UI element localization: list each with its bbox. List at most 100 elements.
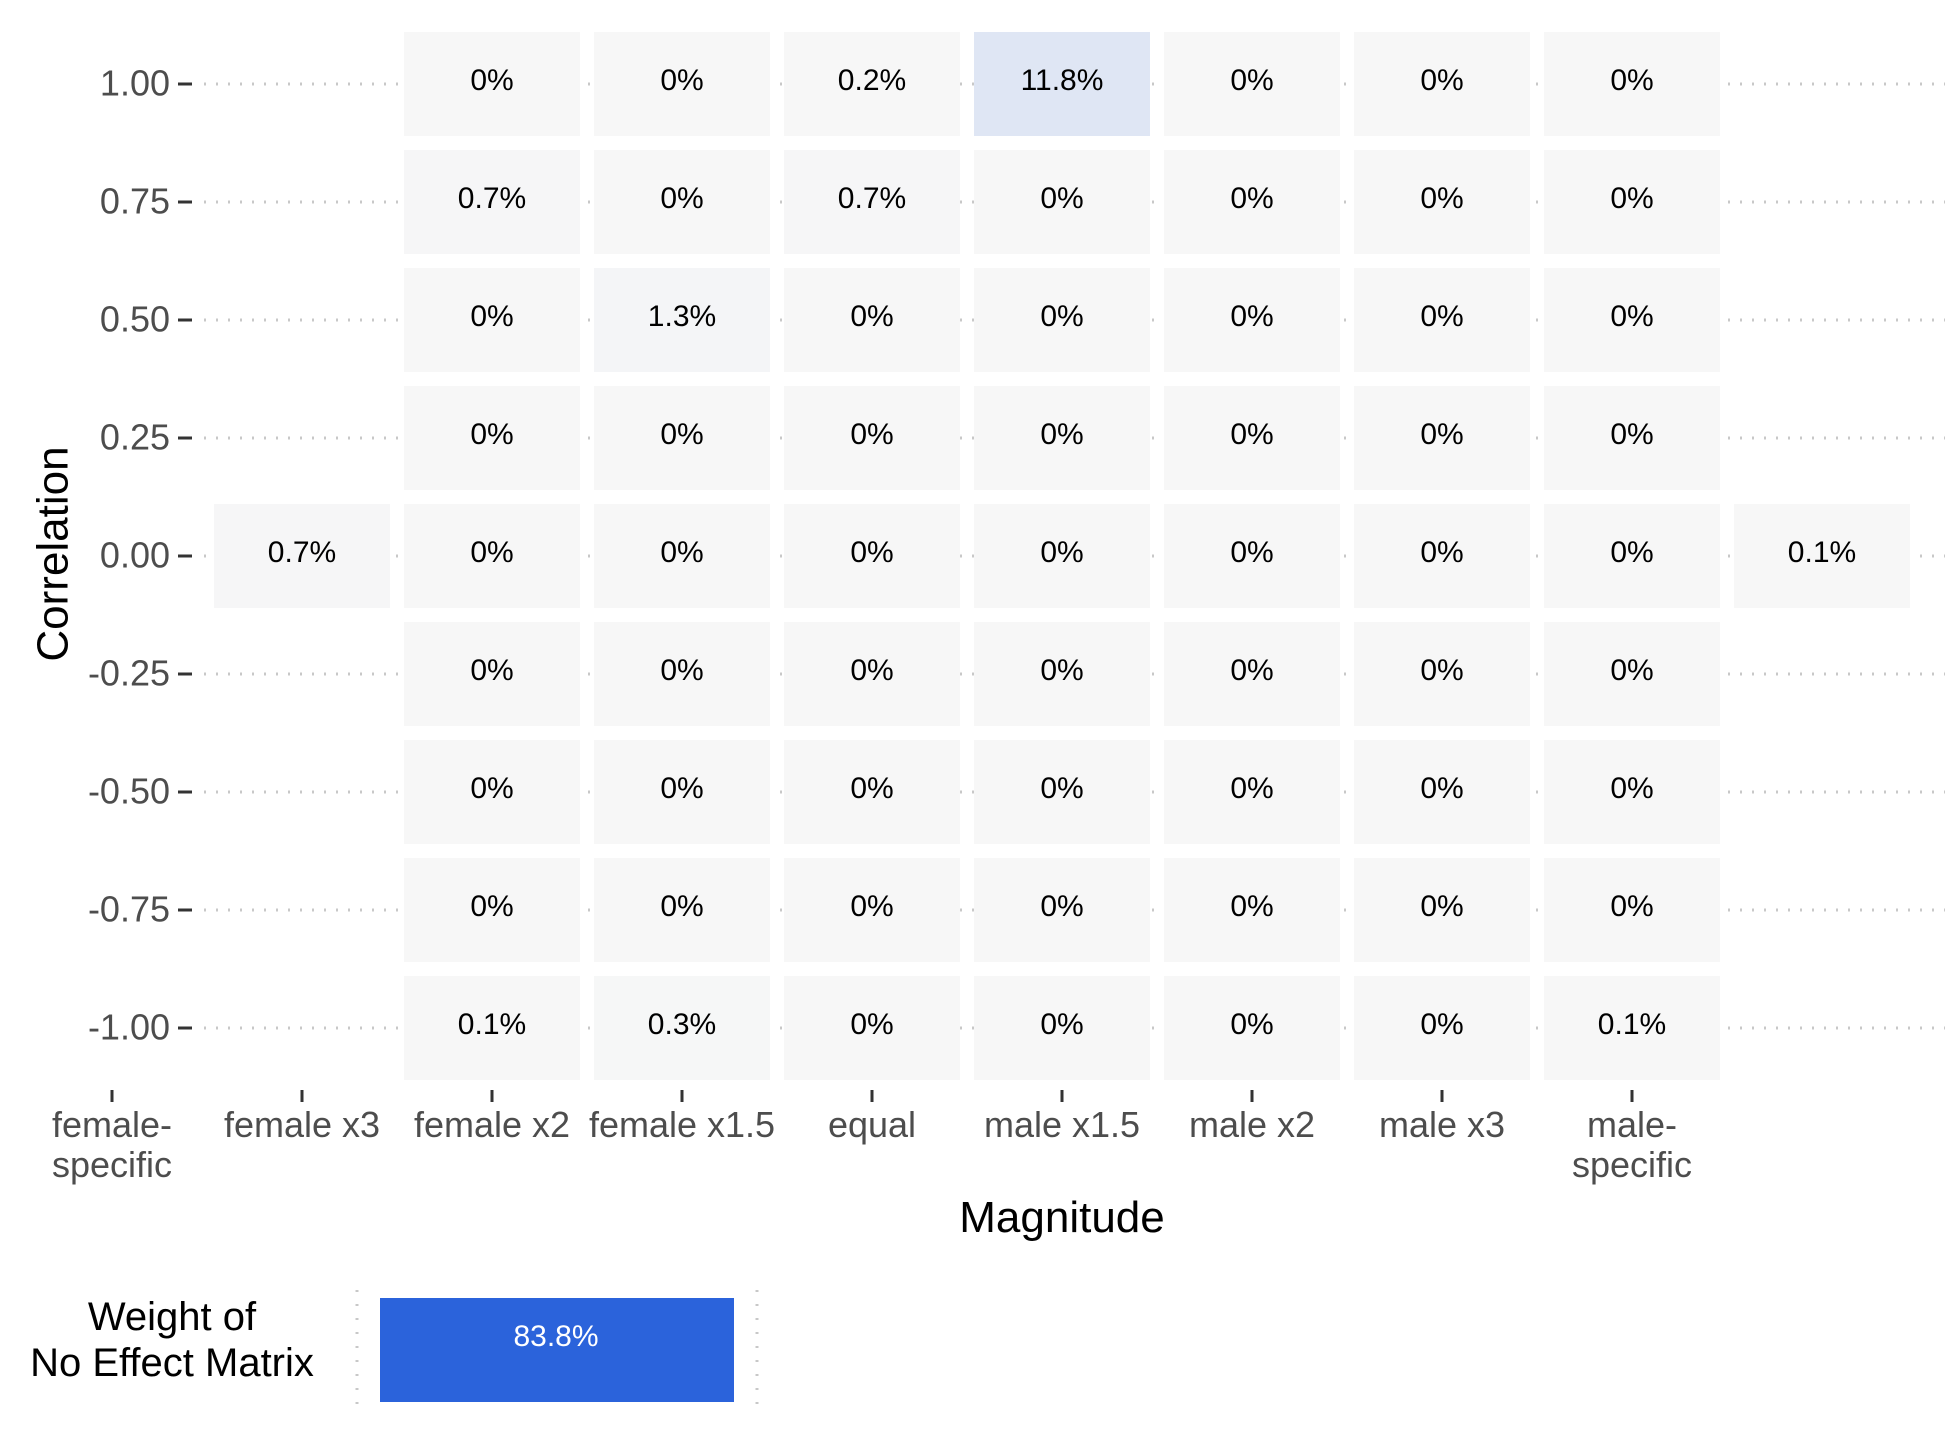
heatmap-cell bbox=[974, 740, 1150, 844]
heatmap-cell bbox=[594, 386, 770, 490]
cell-label: 0% bbox=[1610, 418, 1653, 451]
cell-label: 0% bbox=[1040, 300, 1083, 333]
x-tick-label: female-specific bbox=[52, 1104, 172, 1185]
y-tick-label: -1.00 bbox=[88, 1007, 170, 1048]
cell-label: 0% bbox=[1610, 890, 1653, 923]
cell-label: 0% bbox=[660, 418, 703, 451]
cell-label: 0% bbox=[1420, 182, 1463, 215]
heatmap-cell bbox=[974, 32, 1150, 136]
y-tick-label: -0.25 bbox=[88, 653, 170, 694]
x-tick-label-line: female x1.5 bbox=[589, 1104, 775, 1145]
heatmap-cell bbox=[974, 976, 1150, 1080]
y-axis-title: Correlation bbox=[29, 446, 78, 661]
heatmap-cell bbox=[974, 386, 1150, 490]
weight-cell-label: 83.8% bbox=[513, 1320, 598, 1353]
x-tick-label-line: male- bbox=[1587, 1104, 1677, 1145]
cell-label: 0% bbox=[1230, 654, 1273, 687]
heatmap-cell bbox=[594, 740, 770, 844]
heatmap-cell bbox=[784, 268, 960, 372]
heatmap-cell bbox=[404, 150, 580, 254]
heatmap-cell bbox=[404, 386, 580, 490]
cell-label: 0% bbox=[1420, 890, 1463, 923]
y-tick-label: 0.50 bbox=[100, 299, 170, 340]
heatmap-cell bbox=[594, 268, 770, 372]
heatmap-cell bbox=[1164, 740, 1340, 844]
heatmap-cell bbox=[404, 740, 580, 844]
cell-label: 0% bbox=[1230, 64, 1273, 97]
x-tick-label-line: male x2 bbox=[1189, 1104, 1315, 1145]
cell-label: 0% bbox=[1040, 536, 1083, 569]
heatmap-cell bbox=[784, 504, 960, 608]
heatmap-cell bbox=[1164, 858, 1340, 962]
cell-label: 0.1% bbox=[458, 1008, 526, 1041]
cell-label: 0% bbox=[1230, 300, 1273, 333]
heatmap-cell bbox=[1544, 150, 1720, 254]
cell-label: 0% bbox=[850, 1008, 893, 1041]
heatmap-cell bbox=[594, 858, 770, 962]
x-tick-label: female x2 bbox=[414, 1104, 570, 1145]
cell-label: 0% bbox=[660, 182, 703, 215]
cell-label: 0.1% bbox=[1598, 1008, 1666, 1041]
heatmap-cell bbox=[1354, 740, 1530, 844]
heatmap-cell bbox=[404, 32, 580, 136]
y-tick-label: -0.75 bbox=[88, 889, 170, 930]
weight-row-label-line: Weight of bbox=[88, 1295, 257, 1339]
cell-label: 0% bbox=[470, 300, 513, 333]
x-tick-label: male x2 bbox=[1189, 1104, 1315, 1145]
cell-label: 0% bbox=[1610, 772, 1653, 805]
cell-label: 0% bbox=[850, 536, 893, 569]
cell-label: 0.2% bbox=[838, 64, 906, 97]
cell-label: 0% bbox=[1610, 182, 1653, 215]
x-tick-label: female x3 bbox=[224, 1104, 380, 1145]
cell-label: 0% bbox=[470, 890, 513, 923]
heatmap-cell bbox=[784, 150, 960, 254]
heatmap-cell bbox=[1164, 386, 1340, 490]
heatmap-cell bbox=[1164, 150, 1340, 254]
heatmap-cell bbox=[1354, 150, 1530, 254]
cell-label: 0% bbox=[850, 654, 893, 687]
cell-label: 0% bbox=[1420, 64, 1463, 97]
heatmap-cell bbox=[1544, 622, 1720, 726]
cell-label: 0% bbox=[1040, 1008, 1083, 1041]
cell-label: 0% bbox=[1610, 654, 1653, 687]
heatmap-cell bbox=[404, 504, 580, 608]
x-tick-label-line: equal bbox=[828, 1104, 916, 1145]
cell-label: 0% bbox=[1610, 300, 1653, 333]
cell-label: 0% bbox=[1040, 890, 1083, 923]
cell-label: 0% bbox=[470, 536, 513, 569]
cell-label: 0% bbox=[1040, 418, 1083, 451]
cell-label: 0.7% bbox=[268, 536, 336, 569]
heatmap-cell bbox=[1544, 386, 1720, 490]
y-tick-label: 1.00 bbox=[100, 63, 170, 104]
cell-label: 0% bbox=[470, 772, 513, 805]
cell-label: 0% bbox=[850, 300, 893, 333]
heatmap-cell bbox=[784, 622, 960, 726]
cell-label: 0% bbox=[850, 418, 893, 451]
cell-label: 0% bbox=[1230, 536, 1273, 569]
heatmap-cell bbox=[974, 622, 1150, 726]
y-tick-label: 0.25 bbox=[100, 417, 170, 458]
heatmap-cell bbox=[1164, 622, 1340, 726]
heatmap-cell bbox=[1734, 504, 1910, 608]
y-tick-label: 0.00 bbox=[100, 535, 170, 576]
heatmap-cell bbox=[1354, 858, 1530, 962]
x-tick-label: female x1.5 bbox=[589, 1104, 775, 1145]
cell-label: 0% bbox=[1420, 1008, 1463, 1041]
cell-label: 0.1% bbox=[1788, 536, 1856, 569]
heatmap-cell bbox=[1544, 504, 1720, 608]
cell-label: 0% bbox=[1040, 182, 1083, 215]
x-tick-label-line: specific bbox=[52, 1144, 172, 1185]
heatmap-cell bbox=[404, 622, 580, 726]
cell-label: 0% bbox=[1420, 536, 1463, 569]
x-tick-label-line: male x1.5 bbox=[984, 1104, 1140, 1145]
heatmap-cell bbox=[1354, 268, 1530, 372]
heatmap-cell bbox=[594, 622, 770, 726]
y-tick-label: -0.50 bbox=[88, 771, 170, 812]
cell-label: 0% bbox=[660, 64, 703, 97]
heatmap-cell bbox=[1544, 268, 1720, 372]
heatmap-cell bbox=[974, 504, 1150, 608]
heatmap-cell bbox=[784, 858, 960, 962]
weight-row-label-line: No Effect Matrix bbox=[30, 1341, 314, 1385]
y-axis: 1.00 0.75 0.50 0.25 0.00 -0.25 -0.50 -0.75 -1.00 bbox=[88, 63, 192, 1048]
x-tick-label: male x1.5 bbox=[984, 1104, 1140, 1145]
